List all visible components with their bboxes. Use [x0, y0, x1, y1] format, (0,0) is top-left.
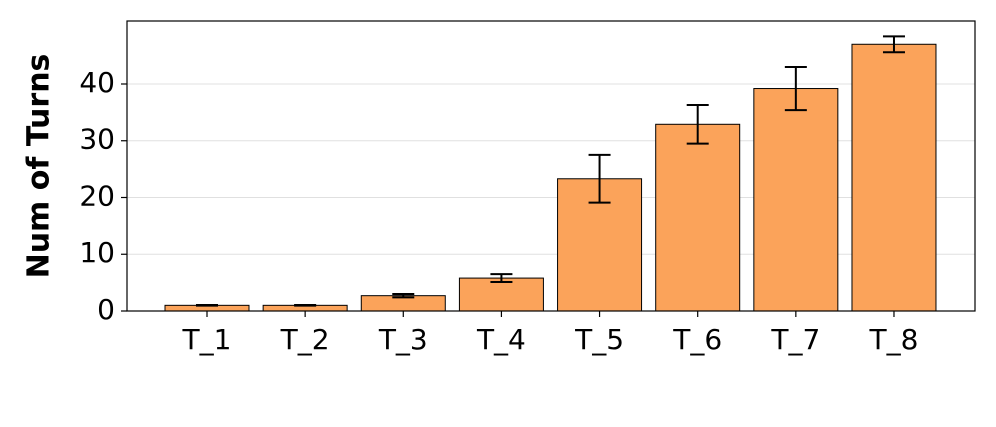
x-tick-label: T_2: [280, 323, 330, 356]
error-bar: [392, 292, 415, 299]
y-tick-label: 30: [79, 123, 115, 156]
error-bar: [784, 65, 807, 112]
y-tick-label: 0: [97, 293, 115, 326]
bar: [851, 43, 937, 312]
x-tick-label: T_6: [672, 323, 722, 356]
y-tick-label: 40: [79, 66, 115, 99]
bar: [655, 123, 741, 312]
bar: [753, 88, 839, 312]
error-bar: [882, 35, 905, 54]
y-tick-label: 20: [79, 179, 115, 212]
x-tick-label: T_7: [770, 323, 820, 356]
error-bar: [196, 304, 218, 307]
y-tick-label: 10: [79, 236, 115, 269]
x-tick-label: T_4: [476, 323, 526, 356]
x-tick-label: T_5: [574, 323, 624, 356]
error-bar: [294, 304, 317, 307]
y-axis-label: Num of Turns: [22, 54, 57, 279]
x-tick-label: T_1: [182, 323, 232, 356]
x-tick-label: T_8: [869, 323, 919, 356]
x-tick-label: T_3: [378, 323, 428, 356]
error-bar: [588, 153, 611, 204]
error-bar: [490, 273, 513, 284]
bar: [458, 277, 544, 312]
error-bar: [686, 103, 709, 145]
plot-frame: [126, 20, 976, 312]
